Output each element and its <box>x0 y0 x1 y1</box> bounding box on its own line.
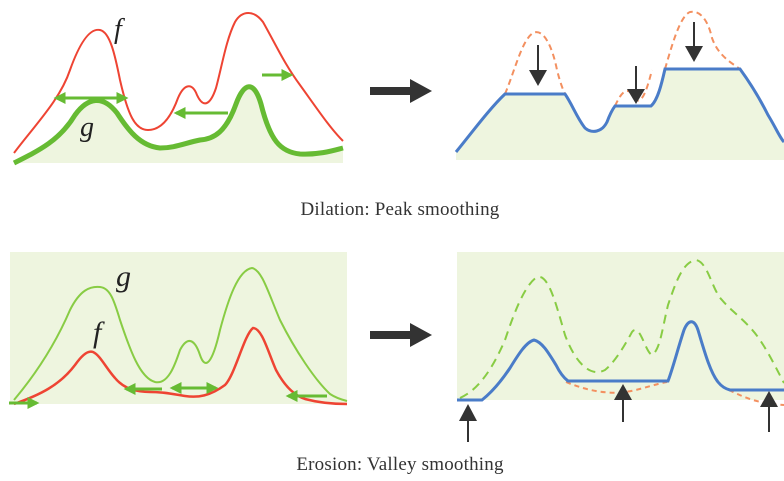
erosion-result-curve <box>457 320 784 402</box>
erosion-original-dashed-orange-curve <box>565 381 784 406</box>
erosion-input-panel: g f <box>9 252 348 409</box>
erosion-f-curve <box>13 326 348 406</box>
dilation-result-panel <box>454 10 784 160</box>
erosion-label-g: g <box>116 260 131 293</box>
dilation-result-curve <box>454 67 784 153</box>
dilation-f-curve <box>13 12 344 154</box>
erosion-transform-arrow-icon <box>370 323 432 347</box>
dilation-caption: Dilation: Peak smoothing <box>300 199 500 220</box>
erosion-input-fill <box>10 252 347 404</box>
erosion-result-panel <box>457 252 784 442</box>
dilation-input-panel: f g <box>12 12 344 166</box>
erosion-up-arrow-icon <box>459 404 477 442</box>
dilation-label-f: f <box>114 14 125 45</box>
dilation-down-arrow-icon <box>627 66 645 104</box>
dilation-label-g: g <box>80 112 94 143</box>
erosion-result-fill <box>457 252 784 400</box>
erosion-g-curve <box>13 266 348 402</box>
erosion-up-arrow-icon <box>614 384 632 422</box>
dilation-down-arrow-icon <box>529 45 547 86</box>
dilation-down-arrow-icon <box>685 22 703 62</box>
erosion-g-dashed-curve <box>459 258 784 399</box>
erosion-up-arrow-icon <box>760 391 778 432</box>
dilation-g-curve <box>12 84 344 166</box>
erosion-caption: Erosion: Valley smoothing <box>296 454 504 475</box>
dilation-result-fill <box>456 69 784 160</box>
dilation-transform-arrow-icon <box>370 79 432 103</box>
